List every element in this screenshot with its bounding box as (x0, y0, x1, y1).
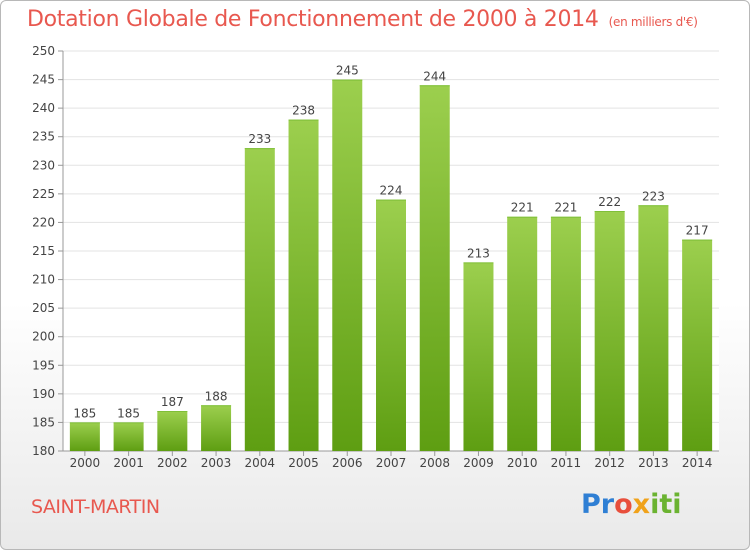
data-label: 223 (642, 189, 665, 203)
bar (157, 411, 188, 451)
x-tick-label: 2011 (551, 456, 582, 470)
x-tick-label: 2005 (288, 456, 319, 470)
y-tick-label: 210 (32, 273, 55, 287)
data-label: 188 (205, 389, 228, 403)
data-label: 238 (292, 104, 315, 118)
bar (638, 205, 669, 451)
data-label: 213 (467, 246, 490, 260)
commune-name: SAINT-MARTIN (31, 496, 160, 518)
y-tick-label: 235 (32, 130, 55, 144)
chart-subtitle: (en milliers d'€) (608, 15, 698, 29)
y-tick-label: 215 (32, 244, 55, 258)
x-tick-label: 2006 (332, 456, 363, 470)
y-tick-label: 190 (32, 387, 55, 401)
chart-title: Dotation Globale de Fonctionnement de 20… (27, 7, 698, 32)
y-tick-label: 195 (32, 358, 55, 372)
logo-part: Pr (581, 489, 615, 520)
bar (288, 119, 319, 452)
bar (419, 85, 450, 452)
data-label: 245 (336, 64, 359, 78)
bar (682, 239, 713, 451)
x-tick-label: 2013 (638, 456, 669, 470)
logo-part: x (632, 489, 651, 520)
y-tick-label: 205 (32, 301, 55, 315)
bar (113, 422, 144, 451)
y-tick-label: 185 (32, 415, 55, 429)
y-tick-label: 225 (32, 187, 55, 201)
logo-part: i (650, 489, 660, 520)
data-label: 185 (117, 406, 140, 420)
data-label: 221 (511, 201, 534, 215)
y-tick-label: 230 (32, 158, 55, 172)
bar (376, 199, 406, 451)
y-tick-label: 220 (32, 215, 55, 229)
x-tick-label: 2003 (201, 456, 232, 470)
bar (594, 211, 625, 451)
bar (463, 262, 494, 451)
data-label: 233 (248, 132, 271, 146)
data-label: 187 (161, 395, 184, 409)
x-tick-label: 2007 (376, 456, 407, 470)
data-label: 244 (423, 69, 446, 83)
x-tick-label: 2002 (157, 456, 188, 470)
bar (332, 79, 363, 452)
bar (244, 148, 275, 451)
y-tick-label: 245 (32, 73, 55, 87)
data-label: 217 (686, 224, 709, 238)
x-tick-label: 2014 (682, 456, 713, 470)
y-tick-label: 200 (32, 330, 55, 344)
x-tick-label: 2000 (70, 456, 101, 470)
data-label: 224 (380, 184, 403, 198)
logo-part: o (614, 489, 633, 520)
bar (550, 216, 581, 451)
y-tick-label: 250 (32, 44, 55, 58)
x-tick-label: 2010 (507, 456, 538, 470)
bar (69, 422, 100, 451)
bar (201, 405, 232, 451)
x-tick-label: 2008 (419, 456, 450, 470)
title-text: Dotation Globale de Fonctionnement de 20… (27, 7, 599, 32)
data-label: 185 (73, 406, 96, 420)
x-tick-label: 2012 (594, 456, 625, 470)
data-label: 221 (554, 201, 577, 215)
x-tick-label: 2009 (463, 456, 494, 470)
bar (507, 216, 538, 451)
x-tick-label: 2001 (113, 456, 144, 470)
data-label: 222 (598, 195, 621, 209)
logo-part: ti (659, 489, 682, 520)
proxiti-logo: Proxiti (581, 489, 682, 520)
y-tick-label: 180 (32, 444, 55, 458)
y-tick-label: 240 (32, 101, 55, 115)
x-tick-label: 2004 (245, 456, 276, 470)
